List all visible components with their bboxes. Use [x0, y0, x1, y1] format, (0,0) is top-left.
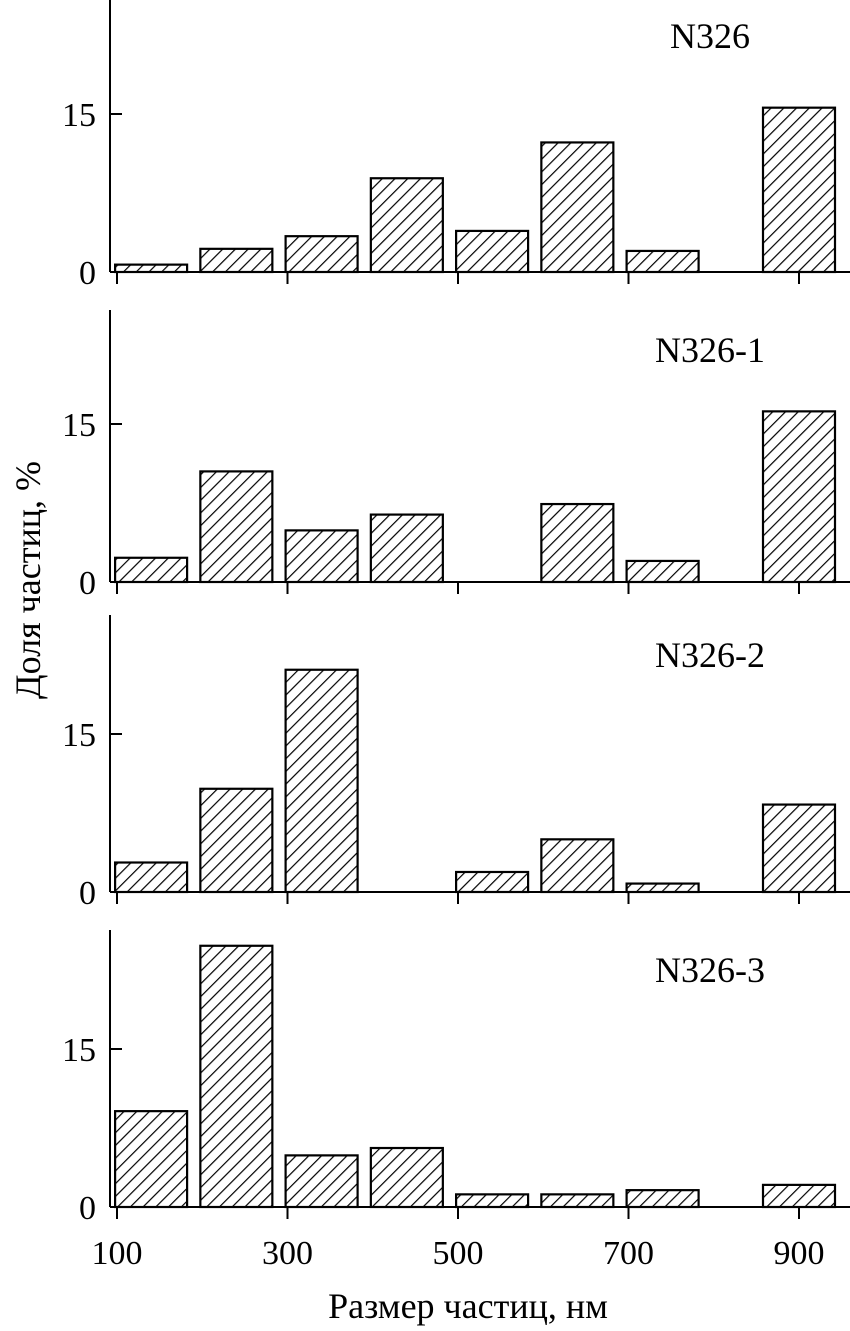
- y-tick-label: 15: [62, 97, 96, 134]
- bar: [455, 1193, 530, 1209]
- x-tick-label: 300: [262, 1235, 313, 1272]
- bar: [625, 1189, 700, 1209]
- bar: [113, 861, 189, 894]
- bar: [284, 529, 359, 584]
- bar: [284, 1154, 359, 1209]
- bar: [540, 1193, 615, 1209]
- bar: [625, 882, 700, 894]
- panel-label: N326: [670, 16, 750, 56]
- y-tick-label: 15: [62, 717, 96, 754]
- bar: [369, 177, 444, 274]
- y-tick-label: 15: [62, 407, 96, 444]
- bar: [455, 870, 530, 894]
- bar: [284, 235, 359, 274]
- panel-n326-3: 0 15 N326-3: [62, 930, 850, 1227]
- bar: [540, 502, 615, 584]
- x-tick-label: 500: [433, 1235, 484, 1272]
- bar: [113, 263, 189, 274]
- panel-label: N326-3: [655, 950, 765, 990]
- bar: [199, 944, 274, 1209]
- x-axis-title: Размер частиц, нм: [328, 1286, 608, 1326]
- bar: [625, 559, 700, 584]
- panel-n326-1: 0 15 N326-1: [62, 310, 850, 602]
- bar: [540, 838, 615, 894]
- panel-n326: 0 15 N326: [62, 0, 850, 292]
- bar: [369, 1146, 444, 1209]
- bar: [761, 803, 837, 894]
- y-tick-label: 0: [79, 565, 96, 602]
- panel-n326-2: 0 15 N326-2: [62, 615, 850, 912]
- y-tick-label: 0: [79, 1190, 96, 1227]
- bar: [113, 556, 189, 584]
- bar: [199, 787, 274, 894]
- panel-label: N326-2: [655, 635, 765, 675]
- bar: [199, 470, 274, 584]
- bar: [761, 1183, 837, 1209]
- bar: [284, 668, 359, 894]
- x-tick-label: 700: [603, 1235, 654, 1272]
- y-axis-title: Доля частиц, %: [8, 461, 48, 699]
- y-tick-label: 15: [62, 1032, 96, 1069]
- bar: [540, 141, 615, 274]
- bar: [199, 247, 274, 274]
- panel-label: N326-1: [655, 330, 765, 370]
- bar: [625, 249, 700, 274]
- bar: [761, 106, 837, 274]
- y-tick-label: 0: [79, 875, 96, 912]
- x-tick-labels: 100 300 500 700 900: [92, 1235, 825, 1272]
- x-tick-label: 100: [92, 1235, 143, 1272]
- bar: [369, 513, 444, 584]
- y-tick-label: 0: [79, 255, 96, 292]
- bar: [455, 229, 530, 274]
- x-tick-label: 900: [774, 1235, 825, 1272]
- panels-group: 0 15 N326 0 15 N326-1 0 15 N326-2 0 15 N326-3: [62, 0, 850, 1227]
- bar: [113, 1110, 189, 1209]
- bar: [761, 410, 837, 584]
